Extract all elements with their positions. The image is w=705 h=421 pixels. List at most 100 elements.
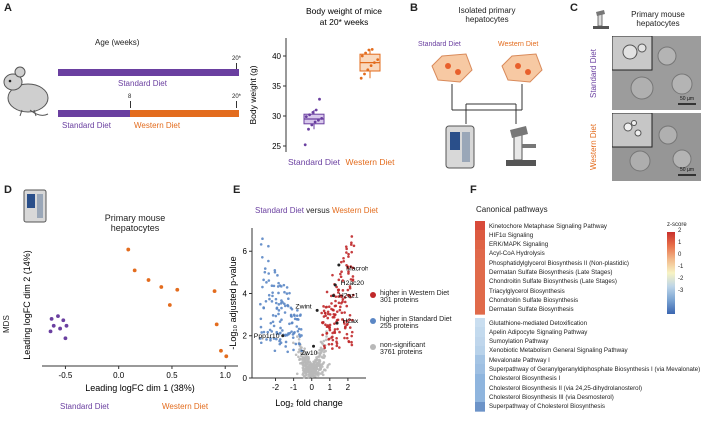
boxplot-title: at 20* weeks <box>320 17 369 27</box>
volcano-point <box>302 364 306 368</box>
volcano-point <box>264 299 268 303</box>
volcano-point <box>295 314 299 317</box>
box-point <box>363 72 366 76</box>
volcano-point <box>351 279 355 282</box>
volcano-point <box>269 337 272 340</box>
volcano-point <box>330 336 333 339</box>
panel-c-title-line2: hepatocytes <box>636 19 680 28</box>
pathway-row: Chondroitin Sulfate Biosynthesis <box>475 295 663 306</box>
volcano-point <box>267 244 270 248</box>
volcano-point <box>331 273 334 277</box>
volcano-point <box>291 336 295 339</box>
pathway-label: ERK/MAPK Signaling <box>489 241 549 249</box>
x-tick-label: -2 <box>272 383 280 392</box>
volcano-point <box>341 298 345 301</box>
pathway-label: Xenobiotic Metabolism General Signaling … <box>489 347 628 355</box>
volcano-point <box>267 279 271 282</box>
volcano-point <box>299 328 303 331</box>
volcano-point <box>337 295 340 298</box>
box-point <box>320 117 324 120</box>
pathway-row: Apelin Adipocyte Signaling Pathway <box>475 327 663 338</box>
volcano-point <box>346 266 350 270</box>
x-axis-label: Log₂ fold change <box>275 398 343 408</box>
age-title: Age (weeks) <box>95 38 140 47</box>
pathway-row: Mevalonate Pathway I <box>475 355 663 366</box>
volcano-point <box>303 353 306 356</box>
pathway-label: Triacylglycerol Biosynthesis <box>489 287 565 295</box>
volcano-point <box>280 299 283 302</box>
protein-label: Zw10 <box>301 350 318 357</box>
volcano-point <box>330 342 334 346</box>
volcano-point <box>327 305 331 309</box>
box-point <box>311 111 315 114</box>
volcano-point <box>302 350 306 353</box>
volcano-point <box>334 295 338 298</box>
volcano-point <box>281 329 284 332</box>
pathway-label: Dermatan Sulfate Biosynthesis (Late Stag… <box>489 268 613 276</box>
volcano-point <box>319 348 322 352</box>
volcano-point <box>277 309 281 312</box>
y-tick-label: 40 <box>272 52 281 61</box>
volcano-point <box>295 325 299 328</box>
volcano-point <box>328 323 332 327</box>
volcano-point <box>339 275 343 279</box>
volcano-point <box>324 306 328 309</box>
pathway-label: HIF1α Signaling <box>489 231 534 239</box>
box-category-label: Standard Diet <box>288 157 341 167</box>
pathway-row: ERK/MAPK Signaling <box>475 239 663 250</box>
volcano-point <box>348 313 352 317</box>
volcano-point <box>265 338 268 341</box>
volcano-point <box>321 362 325 365</box>
pathway-row: Dermatan Sulfate Biosynthesis <box>475 304 663 315</box>
volcano-point <box>275 332 279 336</box>
volcano-point <box>322 309 326 313</box>
volcano-point <box>350 235 354 238</box>
volcano-point <box>312 360 315 363</box>
zscore-tick: 2 <box>678 228 682 234</box>
mds-point <box>63 336 68 341</box>
panel-e-label: E <box>233 184 241 196</box>
volcano-point <box>324 323 327 327</box>
pathway-label: Cholesterol Biosynthesis I <box>489 375 561 383</box>
volcano-point <box>292 348 295 352</box>
volcano-point <box>259 243 263 246</box>
volcano-point <box>266 330 270 334</box>
volcano-point <box>319 351 323 354</box>
volcano-point <box>345 323 349 327</box>
highlighted-protein-point <box>281 334 285 338</box>
panel-b-title-line2: hepatocytes <box>465 15 509 24</box>
volcano-point <box>316 351 319 355</box>
mouse-icon <box>3 66 49 117</box>
volcano-point <box>273 349 277 353</box>
legend-dot-up <box>370 292 376 298</box>
mds-plot: -0.5 0.0 0.5 1.0 Leading logFC dim 1 (38%) Le… <box>22 247 238 393</box>
scale-bar-2: 50 µm <box>680 167 694 173</box>
pathway-label: Glutathione-mediated Detoxification <box>489 319 588 327</box>
box-point <box>310 123 314 127</box>
volcano-point <box>342 320 346 323</box>
box-point <box>304 115 308 118</box>
volcano-point <box>350 330 354 334</box>
pathway-label: Dermatan Sulfate Biosynthesis <box>489 306 574 314</box>
volcano-point <box>331 331 334 335</box>
pathway-row: Chondroitin Sulfate Biosynthesis (Late S… <box>475 276 663 288</box>
zscore-ticks: 2 1 0 -1 -2 -3 <box>678 228 683 294</box>
volcano-point <box>336 327 339 331</box>
volcano-point <box>269 321 273 325</box>
bar2-right-label: Western Diet <box>134 121 181 130</box>
volcano-point <box>351 275 355 278</box>
volcano-point <box>303 367 307 371</box>
volcano-point <box>309 361 312 365</box>
pathway-row: Triacylglycerol Biosynthesis <box>475 286 663 297</box>
panel-d-title: Primary mouse hepatocytes <box>80 213 190 233</box>
volcano-point <box>283 302 286 306</box>
protein-label: H2ac20 <box>341 280 365 287</box>
legend-ns: non-significant 3761 proteins <box>370 342 452 368</box>
panel-e-title: Standard Diet versus Western Diet <box>255 206 378 215</box>
volcano-point <box>291 333 295 336</box>
tick-8: 8 <box>128 94 132 100</box>
box-point <box>369 64 373 67</box>
mds-point <box>126 247 131 252</box>
volcano-point <box>337 301 341 305</box>
